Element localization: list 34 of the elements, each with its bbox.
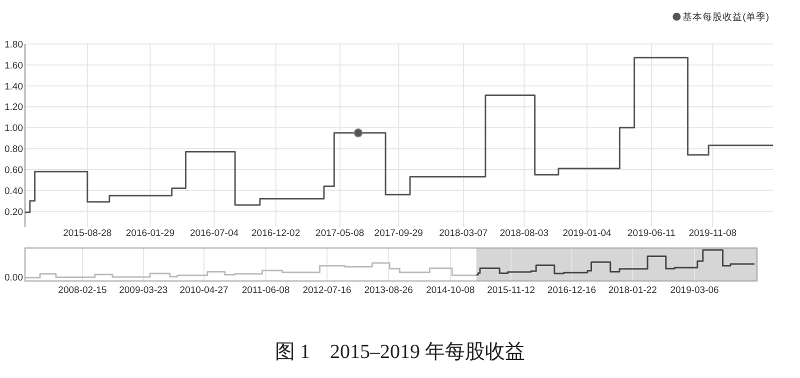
y-tick-label: 0.80	[4, 144, 23, 156]
y-tick-label: 0.40	[4, 186, 23, 197]
caption: 图 1 2015–2019 年每股收益	[275, 341, 525, 363]
x-tick-label: 2017-09-29	[374, 228, 423, 239]
x-tick-label: 2011-06-08	[242, 285, 290, 296]
x-tick-label: 2015-08-28	[63, 228, 112, 239]
x-tick-label: 2018-03-07	[439, 228, 488, 239]
x-tick-label: 2019-11-08	[688, 228, 737, 239]
y-tick-label: 1.00	[4, 123, 23, 134]
x-tick-label: 2010-04-27	[180, 285, 228, 296]
x-tick-label: 2016-01-29	[126, 228, 175, 239]
legend-label: 基本每股收益(单季)	[682, 11, 769, 23]
x-tick-label: 2018-01-22	[608, 285, 657, 296]
y-tick-label: 0.60	[4, 164, 23, 176]
text: 0.00	[4, 272, 23, 284]
x-tick-label: 2016-12-02	[252, 228, 300, 239]
x-tick-label: 2015-11-12	[487, 285, 536, 296]
x-tick-label: 2018-08-03	[500, 228, 549, 239]
x-tick-label: 2019-06-11	[628, 228, 676, 239]
x-tick-label: 2008-02-15	[58, 285, 107, 296]
x-tick-label: 2009-03-23	[119, 285, 168, 296]
x-tick-label: 2016-12-16	[547, 285, 596, 296]
x-tick-label: 2019-03-06	[670, 285, 719, 296]
y-tick-label: 0.20	[4, 206, 23, 218]
x-tick-label: 2013-08-26	[364, 285, 413, 296]
y-tick-label: 1.80	[4, 40, 23, 50]
x-tick-label: 2012-07-16	[302, 285, 352, 296]
y-tick-label: 1.40	[4, 81, 23, 92]
x-tick-label: 2014-10-08	[426, 285, 475, 296]
x-tick-label: 2016-07-04	[190, 228, 239, 239]
y-tick-label: 1.20	[4, 102, 23, 114]
y-tick-label: 1.60	[4, 60, 23, 72]
x-tick-label: 2019-01-04	[562, 228, 612, 239]
x-tick-label: 2017-05-08	[316, 228, 364, 239]
